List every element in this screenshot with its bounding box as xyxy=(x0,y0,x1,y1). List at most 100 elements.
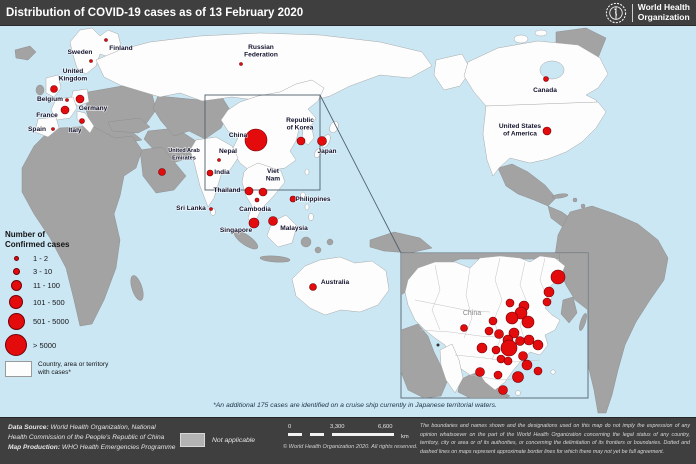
inset-case-dot xyxy=(532,339,544,351)
land-philippines xyxy=(300,191,306,201)
world-map: Sweden Finland United Kingdom Belgium Germany… xyxy=(0,26,696,418)
country-label-sri-lanka: Sri Lanka xyxy=(176,205,206,212)
inset-case-dot xyxy=(475,367,485,377)
inset-case-dot xyxy=(484,326,494,336)
land-arctic-islands xyxy=(513,34,529,44)
inset-china-label: China xyxy=(463,310,481,317)
china-inset: China xyxy=(400,252,589,399)
case-country-swatch xyxy=(5,361,32,378)
country-label-republic-of-korea: Republic of Korea xyxy=(286,117,314,131)
inset-case-dot xyxy=(494,329,504,339)
not-applicable-legend: Not applicable xyxy=(180,433,255,447)
land-mexico xyxy=(497,163,557,207)
legend-entries: 1 - 2 3 - 10 11 - 100 101 - 500 501 - 5000 > … xyxy=(5,254,125,357)
case-dot-philippines xyxy=(289,195,297,203)
case-dot-nepal xyxy=(217,158,221,162)
inset-case-dot-small xyxy=(436,343,440,347)
legend-dot-icon xyxy=(7,313,25,331)
country-label-japan: Japan xyxy=(317,148,336,155)
case-dot-australia xyxy=(309,283,317,291)
country-label-spain: Spain xyxy=(28,126,46,133)
country-label-malaysia: Malaysia xyxy=(280,225,308,232)
case-dot-united-states xyxy=(542,126,552,136)
legend-entry-4: 501 - 5000 xyxy=(5,313,125,331)
scale-unit: km xyxy=(401,434,409,440)
map-title: Distribution of COVID-19 cases as of 13 … xyxy=(6,6,304,19)
case-dot-germany xyxy=(75,94,85,104)
country-label-australia: Australia xyxy=(321,279,350,286)
land-russia xyxy=(95,32,433,102)
country-label-nepal: Nepal xyxy=(219,148,237,155)
legend-entry-label: 11 - 100 xyxy=(33,281,60,291)
cruise-ship-note: *An additional 175 cases are identified … xyxy=(213,402,497,409)
land-new-guinea xyxy=(369,231,433,254)
inset-case-dot xyxy=(476,342,488,354)
country-label-thailand: Thailand xyxy=(213,187,240,194)
legend-entry-label: 501 - 5000 xyxy=(33,317,69,327)
case-dot-china xyxy=(244,128,268,152)
inset-japan xyxy=(579,313,587,331)
scale-tick-mid: 3,300 xyxy=(330,424,345,430)
inset-case-dot xyxy=(505,311,519,325)
country-labels-layer: Sweden Finland United Kingdom Belgium Germany… xyxy=(27,43,558,286)
legend-dot-icon xyxy=(9,295,23,310)
disclaimer-text: The boundaries and names shown and the d… xyxy=(420,423,690,455)
land-spain xyxy=(34,116,60,138)
land-sulawesi xyxy=(300,236,312,248)
legend-dot-icon xyxy=(10,280,22,292)
land-india xyxy=(189,136,239,208)
inset-case-dot xyxy=(505,298,515,308)
inset-south-asia xyxy=(401,323,448,398)
legend-entry-0: 1 - 2 xyxy=(5,254,125,263)
inset-case-dot xyxy=(523,334,535,346)
country-label-china: China xyxy=(229,132,248,139)
scale-tick-end: 6,600 xyxy=(378,424,393,430)
legend-entry-label: 1 - 2 xyxy=(33,254,49,264)
land-caribbean xyxy=(572,197,578,203)
country-label-philippines: Philippines xyxy=(295,196,331,203)
inset-hainan xyxy=(515,390,521,396)
country-label-sweden: Sweden xyxy=(68,49,93,56)
inset-case-dot xyxy=(543,286,555,298)
case-dot-sweden xyxy=(89,59,93,63)
case-dots-layer xyxy=(50,38,552,291)
inset-taiwan xyxy=(550,369,556,375)
scale-bar: 0 3,300 6,600 km xyxy=(288,424,409,440)
legend-title: Number of Confirmed cases xyxy=(5,230,70,249)
country-label-canada: Canada xyxy=(533,87,557,94)
country-label-russian-federation: Russian Federation xyxy=(244,44,278,58)
hudson-bay xyxy=(539,60,565,80)
case-dot-sri-lanka xyxy=(209,207,213,211)
country-label-singapore: Singapore xyxy=(220,227,253,234)
country-label-viet-nam: Viet Nam xyxy=(266,168,280,182)
land-taiwan xyxy=(304,168,310,176)
country-label-finland: Finland xyxy=(109,45,132,52)
case-dot-italy xyxy=(79,118,85,124)
case-dot-united-arab-emirates xyxy=(158,168,166,176)
inset-case-dot xyxy=(515,336,525,346)
logo-divider xyxy=(631,3,633,22)
case-dot-finland xyxy=(104,38,108,42)
legend-entry-3: 101 - 500 xyxy=(5,295,125,310)
case-dot-malaysia xyxy=(268,216,278,226)
who-logo-text: World Health Organization xyxy=(637,2,690,22)
scale-tick-0: 0 xyxy=(288,424,292,430)
inset-case-dot xyxy=(498,385,508,395)
legend-entry-5: > 5000 xyxy=(5,334,125,357)
inset-case-dot xyxy=(503,356,513,366)
land-philippines xyxy=(304,203,310,211)
land-alaska xyxy=(433,53,472,91)
inset-case-dot xyxy=(488,316,498,326)
country-label-italy: Italy xyxy=(68,127,82,134)
country-label-cambodia: Cambodia xyxy=(239,206,271,213)
inset-case-dots-layer xyxy=(436,269,566,395)
land-philippines xyxy=(308,213,314,221)
case-dot-russian-federation xyxy=(239,62,243,66)
case-dot-singapore xyxy=(248,217,260,229)
land-java xyxy=(259,255,291,263)
land-sumatra xyxy=(233,230,259,250)
country-label-india: India xyxy=(214,169,230,176)
land-iceland xyxy=(14,45,37,61)
case-dot-united-kingdom xyxy=(50,85,58,93)
land-arctic-islands xyxy=(534,29,548,37)
